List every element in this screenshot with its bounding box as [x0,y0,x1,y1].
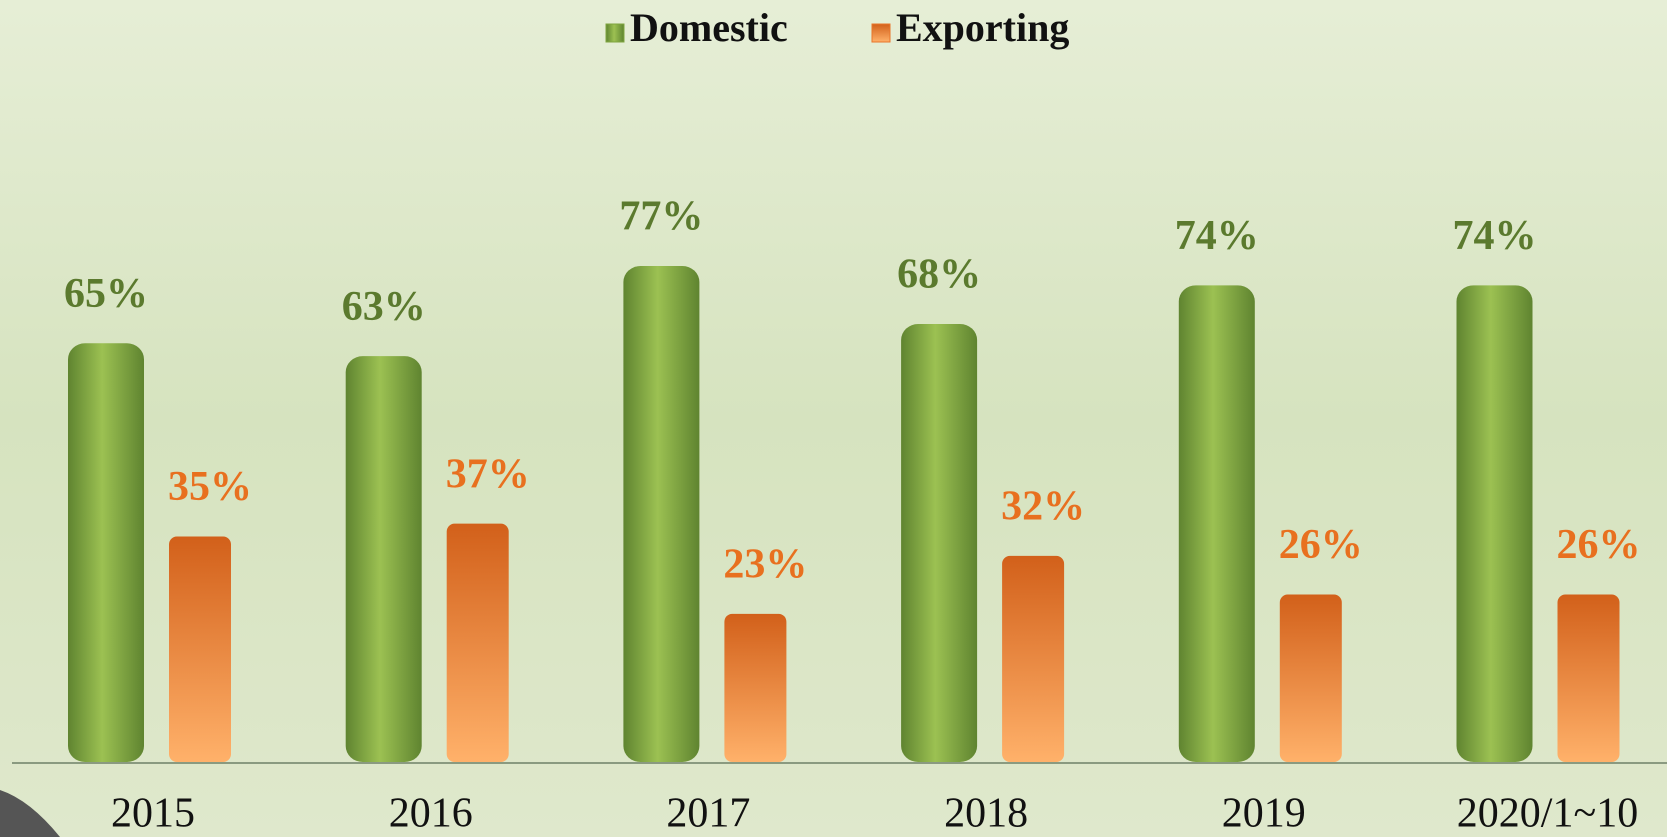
value-label: 63% [342,284,426,330]
value-label: 74% [1453,213,1537,259]
bar [169,536,231,762]
value-label: 74% [1175,213,1259,259]
legend-label: Exporting [896,5,1069,50]
bar [1279,594,1342,762]
bar [345,356,422,762]
bar [1002,555,1065,762]
x-tick-label: 2015 [111,791,195,837]
value-label: 32% [1001,484,1085,530]
value-label: 35% [168,464,252,510]
bar [724,613,787,762]
x-tick-label: 2019 [1222,791,1306,837]
x-tick-label: 2016 [389,791,473,837]
x-tick-label: 2017 [666,791,750,837]
value-label: 37% [446,451,530,497]
bar [68,343,144,762]
bar [446,523,509,762]
bar [1178,285,1255,762]
legend-label: Domestic [630,5,788,50]
value-label: 26% [1557,522,1641,568]
value-label: 23% [723,541,807,587]
bar [901,323,978,762]
x-tick-label: 2020/1~10 [1457,791,1638,837]
value-label: 68% [897,252,981,298]
bar [1557,594,1620,762]
bar [1456,285,1533,762]
corner-shade [0,790,60,837]
legend-swatch [605,23,625,43]
value-label: 65% [64,271,148,317]
value-label: 77% [619,194,703,240]
value-label: 26% [1279,522,1363,568]
x-tick-label: 2018 [944,791,1028,837]
legend-swatch [871,23,891,43]
bar [623,266,700,762]
